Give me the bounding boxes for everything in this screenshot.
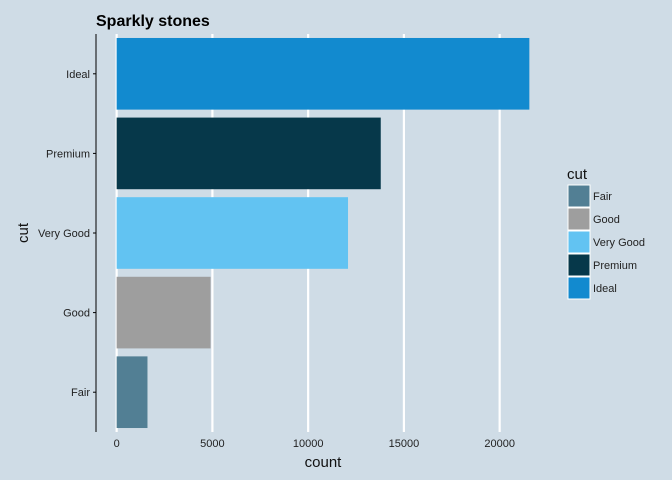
bars: [116, 37, 530, 429]
bar-good: [116, 276, 211, 349]
y-tick-label: Ideal: [66, 69, 90, 81]
legend: cut Fair Good Very Good Premium Ideal: [567, 166, 645, 300]
x-tick-label: 5000: [200, 438, 224, 450]
legend-key-good: [567, 207, 591, 231]
x-tick-label: 15000: [389, 438, 420, 450]
legend-key-fair: [567, 184, 591, 208]
legend-label: Premium: [593, 260, 637, 272]
x-tick-label: 0: [114, 438, 120, 450]
legend-key-very-good: [567, 230, 591, 254]
bar-ideal: [116, 37, 530, 110]
chart-title: Sparkly stones: [96, 13, 210, 30]
legend-label: Very Good: [593, 237, 645, 249]
y-tick-label: Good: [63, 308, 90, 320]
bar-very-good: [116, 197, 349, 269]
bar-fair: [116, 356, 148, 429]
x-axis-ticks: 0 5000 10000 15000 20000: [114, 438, 515, 450]
legend-title: cut: [567, 166, 588, 183]
y-tick-label: Premium: [46, 148, 90, 160]
legend-label: Good: [593, 214, 620, 226]
legend-label: Fair: [593, 191, 612, 203]
legend-label: Ideal: [593, 283, 617, 295]
y-axis-ticks: Fair Good Very Good Premium Ideal: [38, 69, 96, 399]
bar-premium: [116, 117, 381, 190]
legend-key-premium: [567, 253, 591, 277]
x-tick-label: 20000: [484, 438, 515, 450]
y-tick-label: Fair: [71, 387, 90, 399]
y-axis-title: cut: [15, 222, 32, 243]
legend-key-ideal: [567, 276, 591, 300]
x-axis-title: count: [305, 454, 343, 471]
y-tick-label: Very Good: [38, 228, 90, 240]
x-tick-label: 10000: [293, 438, 324, 450]
